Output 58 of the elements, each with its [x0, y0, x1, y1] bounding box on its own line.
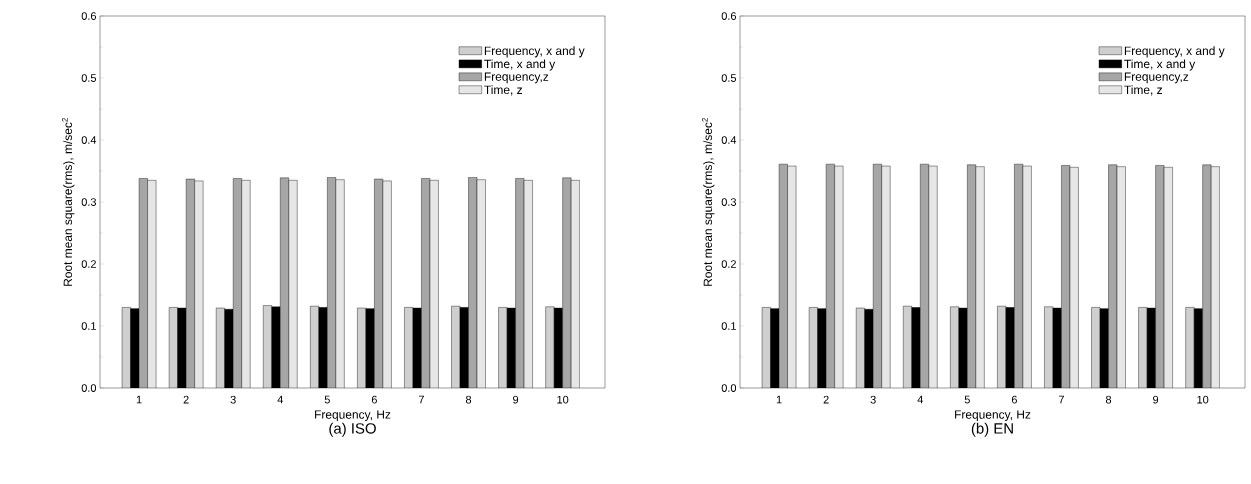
text: (b) EN — [971, 422, 1013, 437]
legend-label: Frequency, x and y — [1124, 46, 1225, 58]
x-tick-label: 3 — [230, 395, 236, 404]
x-tick-label: 8 — [465, 395, 472, 404]
x-tick-label: 1 — [776, 395, 782, 404]
y-tick-label: 0.5 — [81, 74, 97, 82]
y-tick-label: 0.5 — [721, 74, 737, 82]
x-tick-label: 8 — [1105, 395, 1112, 404]
legend-label: Time, x and y — [1124, 59, 1196, 71]
x-tick-label: 2 — [823, 395, 829, 404]
x-tick-label: 5 — [324, 395, 330, 404]
y-axis-title: Root mean square(rms), m/sec$^{2}$ — [62, 118, 75, 286]
bar — [562, 177, 572, 388]
x-tick-label: 4 — [917, 395, 923, 404]
y-tick-label: 0.2 — [81, 260, 96, 268]
x-tick-label: 10 — [557, 395, 569, 404]
y-tick-label: 0.3 — [81, 198, 96, 206]
bar — [1202, 164, 1212, 388]
bar — [545, 306, 555, 388]
y-tick-label: 0.4 — [721, 136, 737, 144]
x-tick-label: 2 — [183, 395, 189, 404]
x-tick-label: 10 — [1197, 395, 1209, 404]
x-tick-label: 9 — [1153, 395, 1159, 404]
y-tick-label: 0.4 — [81, 136, 97, 144]
legend-label: Frequency,z — [484, 72, 549, 84]
x-tick-label: 5 — [964, 395, 970, 404]
bar — [928, 165, 938, 388]
x-tick-label: 9 — [513, 395, 519, 404]
x-tick-label: 7 — [418, 395, 424, 404]
legend-label: Time, x and y — [484, 59, 556, 71]
y-tick-label: 0.6 — [81, 12, 96, 20]
x-axis-title: Frequency, Hz — [315, 410, 391, 422]
x-tick-label: 6 — [1011, 395, 1017, 404]
y-axis-title: Root mean square(rms), m/sec$^{2}$ — [702, 118, 715, 286]
y-tick-label: 0.3 — [721, 198, 736, 206]
bar — [975, 166, 985, 388]
x-axis-title: Frequency, Hz — [955, 410, 1031, 422]
legend-label: Frequency,z — [1124, 72, 1189, 84]
bar — [335, 179, 345, 388]
bar — [241, 180, 251, 388]
text: (a) ISO — [329, 422, 376, 437]
legend-label: Time, z — [1124, 85, 1163, 96]
bar — [1185, 307, 1195, 388]
y-tick-label: 0.1 — [721, 322, 736, 330]
x-tick-label: 1 — [136, 395, 142, 404]
bar — [288, 180, 298, 388]
bar — [881, 165, 891, 388]
y-tick-label: 0.0 — [81, 384, 97, 392]
y-tick-label: 0.6 — [721, 12, 736, 20]
legend-label: Frequency, x and y — [484, 46, 585, 58]
x-tick-label: 3 — [870, 395, 876, 404]
x-tick-label: 4 — [277, 395, 283, 404]
y-tick-label: 0.0 — [721, 384, 737, 392]
y-tick-label: 0.1 — [81, 322, 96, 330]
x-tick-label: 7 — [1058, 395, 1064, 404]
legend-label: Time, z — [484, 85, 523, 96]
x-tick-label: 6 — [371, 395, 377, 404]
y-tick-label: 0.2 — [721, 260, 736, 268]
